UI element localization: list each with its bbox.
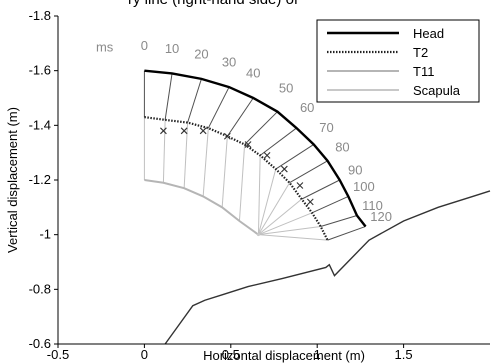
body-segment-lower [162, 119, 166, 183]
x-tick-label: 1 [314, 347, 321, 362]
body-segment-upper [226, 97, 254, 137]
legend-label: Head [413, 26, 444, 41]
x-marker [296, 182, 304, 189]
legend-label: Scapula [413, 83, 461, 98]
body-segment-lower [257, 155, 261, 235]
body-segment-upper [259, 127, 297, 156]
time-label: 120 [370, 209, 392, 224]
body-segment-lower [221, 136, 228, 208]
series-point-scapula [256, 233, 260, 237]
y-tick-label: -1.6 [29, 63, 51, 78]
body-segment-upper [187, 78, 202, 123]
y-tick-label: -1 [39, 227, 51, 242]
x-marker [280, 165, 288, 173]
x-tick-label: 1.5 [395, 347, 413, 362]
x-marker [199, 127, 207, 135]
x-tick-label: 0 [141, 347, 148, 362]
body-segment-upper [301, 179, 340, 200]
x-marker [306, 198, 314, 206]
time-label: 110 [362, 198, 383, 213]
legend-label: T2 [413, 45, 428, 60]
x-tick-label: 0.5 [222, 347, 240, 362]
body-segment-upper [244, 111, 278, 145]
y-tick-label: -1.2 [29, 172, 51, 187]
ground-line [164, 190, 491, 345]
y-axis-label: Vertical displacement (m) [5, 107, 20, 253]
body-segment-lower [258, 212, 313, 236]
x-marker [263, 152, 271, 159]
time-label: 30 [222, 55, 236, 70]
time-label: 90 [348, 163, 362, 178]
series-line-head [144, 69, 367, 228]
y-tick-label: -1.4 [29, 117, 51, 132]
legend-label: T11 [413, 64, 434, 79]
y-tick-label: -1.8 [29, 8, 51, 23]
body-segment-lower [238, 144, 246, 222]
body-segment-lower [257, 168, 277, 235]
caption-fragment: ry line (right-hand side) of [128, 0, 298, 8]
time-label: 100 [353, 179, 375, 194]
time-unit-label: ms [96, 40, 114, 55]
time-label: 70 [319, 120, 333, 135]
body-segment-lower [258, 198, 302, 236]
body-segment-upper [289, 160, 328, 184]
body-segment-lower [258, 234, 328, 241]
y-tick-label: -0.8 [29, 281, 51, 296]
y-tick-label: -0.6 [29, 336, 51, 351]
time-label: 50 [279, 81, 293, 96]
legend: Head T2 T11 Scapula [316, 19, 480, 103]
time-label: 60 [300, 100, 314, 115]
x-tick-label: -0.5 [47, 347, 69, 362]
x-marker [244, 141, 252, 148]
body-segment-upper [320, 215, 358, 227]
tick-layer: -0.5 0 0.5 1 1.5 -1.8 -1.6 -1.4 -1.2 -1 -0.8 -0.6 Ho… [5, 8, 490, 363]
series-line-t2 [144, 116, 329, 241]
body-segment-upper [327, 225, 366, 241]
time-label: 0 [141, 38, 148, 53]
body-segment-upper [275, 144, 315, 170]
x-marker [160, 127, 167, 135]
body-segment-lower [258, 225, 321, 236]
time-label: 10 [165, 41, 179, 56]
time-label: 40 [246, 66, 260, 81]
series-line-t11 [144, 179, 260, 236]
time-label: 20 [194, 46, 208, 61]
x-axis-label: Horizontal displacement (m) [203, 348, 365, 363]
x-marker [180, 127, 188, 135]
body-segment-lower [202, 128, 209, 197]
x-marker [223, 132, 231, 140]
body-segment-upper [164, 73, 173, 120]
body-segment-lower [258, 182, 290, 235]
time-label: 80 [335, 140, 349, 155]
body-segment-upper [311, 195, 349, 214]
body-segment-upper [207, 86, 230, 129]
